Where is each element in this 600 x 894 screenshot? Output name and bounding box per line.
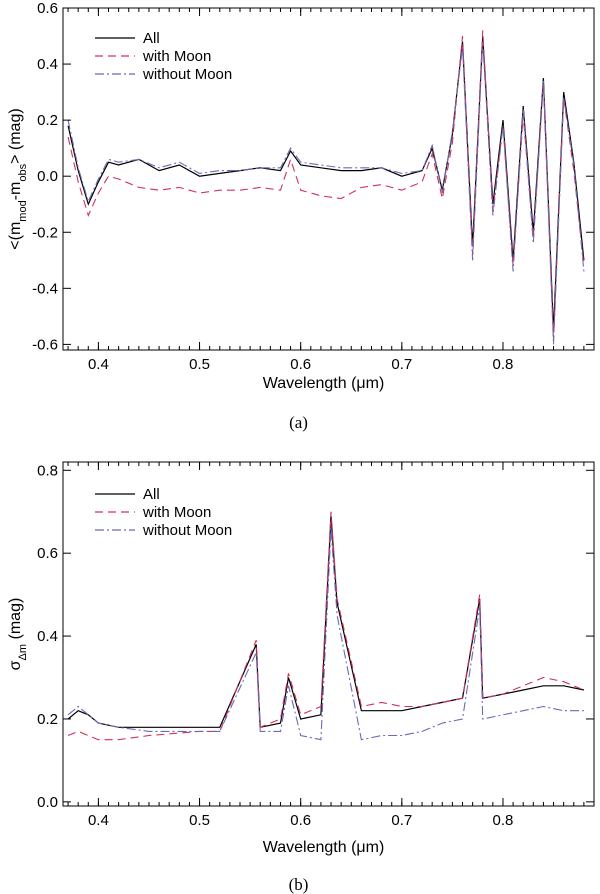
x-tick-label: 0.4 xyxy=(88,812,109,829)
legend-label: without Moon xyxy=(142,66,232,83)
y-tick-label: 0.4 xyxy=(37,628,58,645)
plot-frame xyxy=(62,7,595,351)
y-axis-title: <(mmod-mobs> (mag) xyxy=(7,108,29,249)
x-tick-label: 0.6 xyxy=(290,356,311,373)
x-tick-label: 0.5 xyxy=(189,812,210,829)
legend-label: with Moon xyxy=(142,504,211,521)
series-line-without-moon xyxy=(67,41,585,345)
x-axis-title: Wavelength (μm) xyxy=(263,839,385,856)
legend-label: All xyxy=(143,486,160,503)
x-tick-label: 0.4 xyxy=(88,356,109,373)
y-tick-label: 0.6 xyxy=(37,0,58,17)
series-group xyxy=(67,511,585,741)
y-tick-label: -0.2 xyxy=(32,224,58,241)
y-tick-label: 0.8 xyxy=(37,462,58,479)
plot-frame xyxy=(62,461,595,807)
panel-b: 0.4 0.5 0.6 0.7 0.8 0.0 0.2 0.4 0.6 0.8 Wavelength… xyxy=(7,461,595,894)
legend-label: All xyxy=(143,30,160,47)
y-tick-label: -0.6 xyxy=(32,336,58,353)
legend-label: with Moon xyxy=(142,48,211,65)
y-tick-label: 0.0 xyxy=(37,794,58,811)
x-tick-label: 0.6 xyxy=(290,812,311,829)
panel-caption: (a) xyxy=(289,413,308,432)
series-group xyxy=(67,30,585,345)
x-axis-title: Wavelength (μm) xyxy=(263,375,385,392)
x-tick-label: 0.8 xyxy=(493,812,514,829)
y-tick-label: 0.2 xyxy=(37,711,58,728)
y-tick-label: 0.0 xyxy=(37,168,58,185)
y-tick-label: 0.4 xyxy=(37,56,58,73)
series-line-with-moon xyxy=(67,511,585,741)
x-tick-label: 0.8 xyxy=(493,356,514,373)
y-axis-title: σΔm (mag) xyxy=(7,598,29,671)
panel-caption: (b) xyxy=(289,875,309,894)
x-tick-label: 0.7 xyxy=(391,356,412,373)
series-line-without-moon xyxy=(67,528,584,741)
x-tick-label: 0.5 xyxy=(189,356,210,373)
legend-label: without Moon xyxy=(142,522,232,539)
x-tick-label: 0.7 xyxy=(391,812,412,829)
panel-a: 0.4 0.5 0.6 0.7 0.8 -0.6 -0.4 -0.2 0.0 0.2 0.4 0.6 W… xyxy=(7,0,595,432)
y-tick-label: -0.4 xyxy=(32,280,58,297)
y-tick-label: 0.2 xyxy=(37,112,58,129)
y-tick-label: 0.6 xyxy=(37,545,58,562)
